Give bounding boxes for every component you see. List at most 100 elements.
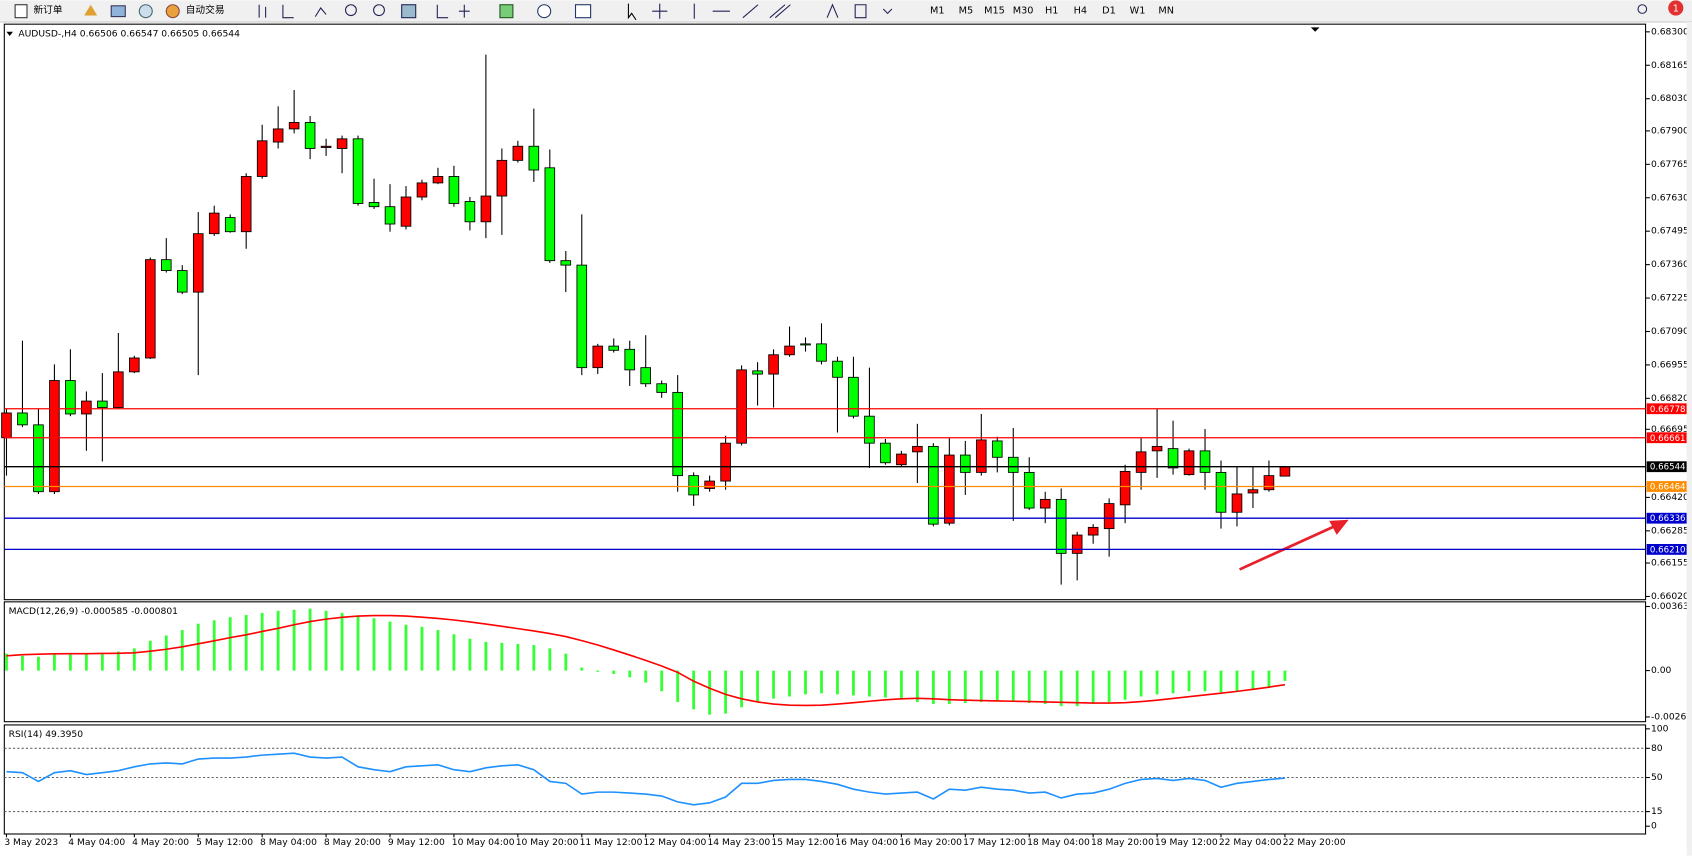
candle-body — [464, 201, 476, 223]
timeframe-button[interactable]: MN — [1158, 6, 1174, 17]
macd-bar — [868, 670, 871, 697]
macd-bar — [596, 670, 600, 672]
shift-marker — [1310, 27, 1320, 32]
candle-body — [608, 345, 620, 351]
macd-bar — [68, 653, 72, 671]
macd-bar — [740, 670, 743, 708]
candle-body — [304, 122, 316, 149]
timeframe-button[interactable]: M1 — [930, 6, 945, 17]
indicators[interactable] — [499, 4, 514, 19]
level-label-box — [1646, 512, 1688, 524]
tile[interactable] — [401, 4, 417, 19]
y-tick-label: 0.66695 — [1651, 424, 1689, 435]
candle-body — [688, 475, 699, 496]
candle-body — [1167, 448, 1179, 469]
y-tick-label: 50 — [1651, 772, 1663, 783]
macd-bar — [1251, 670, 1255, 690]
auto-trading-button[interactable]: 自动交易 — [186, 3, 225, 16]
scroll-icons[interactable] — [436, 4, 470, 19]
icon[interactable] — [84, 4, 98, 16]
macd-bar — [452, 634, 456, 671]
timeframe-button[interactable]: H4 — [1074, 6, 1087, 17]
y-tick-label: 0 — [1651, 821, 1657, 832]
timeframe-button[interactable]: H1 — [1045, 6, 1058, 17]
candle-body — [576, 264, 588, 369]
macd-bar — [947, 670, 951, 705]
candle-body — [192, 233, 204, 293]
macd-bar — [404, 624, 408, 671]
candle-body — [1087, 526, 1099, 536]
x-tick-label: 22 May 20:00 — [1283, 837, 1346, 848]
macd-bar — [356, 616, 360, 671]
candle-body — [1231, 493, 1243, 513]
macd-bar — [244, 615, 248, 671]
x-tick-label: 9 May 12:00 — [388, 837, 445, 848]
new-order-icon[interactable] — [14, 4, 28, 19]
drawing-tools[interactable] — [652, 3, 791, 19]
candle-body — [1183, 450, 1195, 476]
macd-bar — [100, 653, 104, 671]
level-label: 0.66336 — [1650, 514, 1686, 524]
candle-body — [176, 270, 188, 293]
macd-bar — [1011, 670, 1015, 702]
macd-bar — [260, 612, 264, 671]
candle-body — [145, 259, 156, 359]
x-tick-label: 4 May 20:00 — [132, 837, 189, 848]
macd-bar — [788, 670, 791, 697]
x-tick-label: 14 May 23:00 — [707, 837, 770, 848]
timeframe-button[interactable]: M15 — [984, 6, 1005, 17]
y-tick-label: 0.68300 — [1651, 26, 1689, 37]
candle-body — [832, 360, 843, 378]
icon[interactable] — [110, 5, 126, 18]
candle-body — [960, 454, 971, 473]
candle-body — [1215, 471, 1227, 513]
candle-body — [1263, 475, 1275, 491]
macd-bar — [612, 670, 616, 674]
candle-body — [784, 345, 795, 356]
annotation-arrowhead — [1329, 519, 1349, 535]
zoom-in[interactable] — [344, 4, 357, 17]
drawing-tools[interactable] — [826, 3, 893, 19]
macd-bar — [1059, 670, 1063, 707]
macd-bar — [436, 630, 440, 671]
x-tick-label: 18 May 20:00 — [1091, 837, 1154, 848]
y-tick-label: 0.66155 — [1651, 558, 1689, 569]
candle-body — [1247, 489, 1259, 494]
candle-body — [65, 380, 76, 415]
indicator-line — [6, 752, 1285, 806]
candle-body — [640, 367, 651, 385]
x-tick-label: 22 May 04:00 — [1219, 837, 1282, 848]
candle-body — [560, 260, 572, 266]
timeframe-button[interactable]: M5 — [959, 6, 974, 17]
macd-bar — [1139, 670, 1143, 697]
level-label-box — [1646, 461, 1688, 473]
notification-badge[interactable] — [1668, 0, 1684, 16]
cursor[interactable] — [627, 3, 637, 21]
auto-trading-icon[interactable] — [165, 4, 180, 19]
candle-body — [480, 195, 492, 223]
candle-body — [672, 391, 683, 477]
macd-bar — [1235, 670, 1239, 692]
icon[interactable] — [138, 4, 153, 19]
zoom-out[interactable] — [373, 4, 385, 17]
macd-bar — [979, 670, 983, 702]
y-tick-label: 0.00 — [1651, 665, 1672, 676]
candle-body — [976, 439, 987, 473]
timeframe-button[interactable]: W1 — [1130, 6, 1146, 17]
timeframe-button[interactable]: M30 — [1013, 6, 1034, 17]
macd-bar — [84, 653, 88, 671]
toolbar-icons — [14, 0, 1684, 21]
periods[interactable] — [537, 4, 552, 19]
candle-body — [912, 445, 923, 453]
timeframe-button[interactable]: D1 — [1102, 6, 1116, 17]
candle-body — [816, 343, 827, 362]
candle-body — [17, 412, 28, 426]
indicator-line — [6, 614, 1286, 707]
search[interactable] — [1637, 4, 1648, 14]
y-tick-label: 100 — [1651, 723, 1669, 734]
templates[interactable] — [574, 4, 592, 19]
y-tick-label: 0.67225 — [1651, 293, 1689, 304]
y-tick-label: 0.003635 — [1651, 601, 1692, 612]
new-order-button[interactable]: 新订单 — [33, 3, 62, 16]
chart-type-icons[interactable] — [258, 4, 327, 19]
